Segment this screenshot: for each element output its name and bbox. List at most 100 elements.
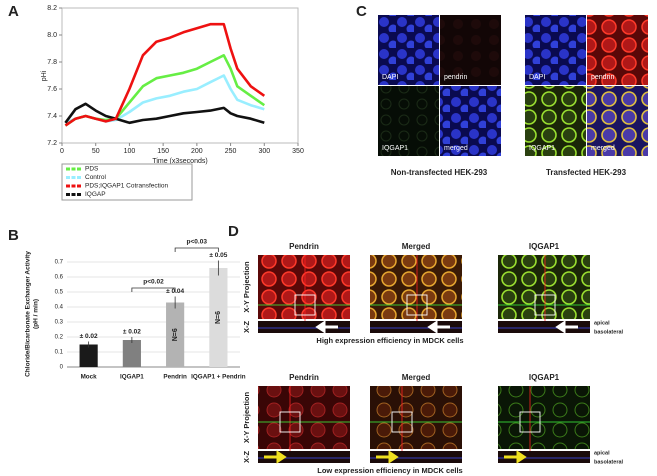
column-header: Pendrin bbox=[289, 373, 319, 382]
micrograph bbox=[498, 255, 590, 319]
channel-label: IQGAP1 bbox=[529, 145, 555, 152]
micrograph bbox=[378, 15, 439, 85]
y-tick-label: 0.5 bbox=[55, 290, 64, 296]
significance-label: p<0.03 bbox=[187, 239, 208, 246]
arrow bbox=[264, 450, 287, 464]
panel-label: B bbox=[8, 227, 19, 244]
n-label: N=6 bbox=[172, 328, 179, 341]
arrow bbox=[315, 320, 338, 334]
channel-label: merged bbox=[444, 145, 468, 152]
channel-label: merged bbox=[591, 145, 615, 152]
micrograph bbox=[258, 386, 350, 449]
side-label: X-Z bbox=[242, 451, 251, 464]
legend-box bbox=[61, 163, 193, 201]
significance-bracket bbox=[131, 287, 176, 292]
legend-label: Control bbox=[85, 174, 107, 181]
basolateral-label: basolateral bbox=[594, 329, 624, 335]
panel-label: D bbox=[228, 223, 239, 240]
bar bbox=[166, 302, 185, 367]
micrograph bbox=[258, 255, 350, 319]
channel-label: DAPI bbox=[382, 74, 398, 81]
legend-label: PDS bbox=[85, 166, 99, 173]
side-label: X-Y Projection bbox=[242, 392, 251, 444]
micrograph bbox=[370, 255, 462, 319]
micrograph bbox=[525, 15, 586, 85]
roi-box bbox=[279, 411, 301, 433]
channel-label: IQGAP1 bbox=[382, 145, 408, 152]
x-tick-label: 100 bbox=[124, 148, 136, 155]
arrow bbox=[555, 320, 578, 334]
arrow bbox=[376, 450, 399, 464]
y-tick-label: 0.7 bbox=[55, 260, 64, 266]
row-caption: High expression efficiency in MDCK cells bbox=[316, 336, 463, 345]
series-line bbox=[64, 22, 266, 127]
arrow bbox=[504, 450, 527, 464]
y-axis-label: (pH / min) bbox=[33, 299, 40, 329]
image-caption: Transfected HEK-293 bbox=[546, 168, 627, 177]
error-label: ± 0.05 bbox=[209, 252, 227, 259]
column-header: Pendrin bbox=[289, 242, 319, 251]
series-line bbox=[64, 102, 265, 125]
y-axis-label: pHi bbox=[41, 70, 48, 81]
y-tick-label: 8.0 bbox=[47, 32, 57, 39]
y-tick-label: 0.6 bbox=[55, 275, 64, 281]
xz-strip bbox=[258, 321, 350, 333]
bar bbox=[79, 344, 98, 367]
panel-label: C bbox=[356, 3, 367, 20]
micrograph bbox=[378, 86, 439, 156]
y-tick-label: 0.2 bbox=[55, 335, 64, 341]
error-label: ± 0.02 bbox=[123, 329, 141, 336]
micrograph bbox=[587, 15, 648, 85]
legend-label: IQGAP bbox=[85, 191, 106, 198]
roi-box bbox=[519, 411, 541, 433]
xz-strip bbox=[498, 321, 590, 333]
x-tick-label: 350 bbox=[292, 148, 304, 155]
x-tick-label: IQGAP1 + Pendrin bbox=[191, 374, 246, 381]
x-tick-label: IQGAP1 bbox=[120, 374, 144, 381]
column-header: Merged bbox=[402, 242, 431, 251]
significance-bracket bbox=[174, 247, 219, 252]
micrograph bbox=[440, 86, 501, 156]
x-tick-label: Pendrin bbox=[163, 374, 187, 381]
x-tick-label: 200 bbox=[191, 148, 203, 155]
column-header: IQGAP1 bbox=[529, 373, 560, 382]
micrograph bbox=[587, 86, 648, 156]
x-tick-label: 150 bbox=[157, 148, 169, 155]
significance-label: p<0.02 bbox=[143, 279, 164, 286]
xz-strip bbox=[370, 321, 462, 333]
channel-label: pendrin bbox=[444, 74, 467, 81]
apical-label: apical bbox=[594, 320, 610, 326]
image-caption: Non-transfected HEK-293 bbox=[391, 168, 488, 177]
x-tick-label: 300 bbox=[258, 148, 270, 155]
panel-label: A bbox=[8, 3, 19, 20]
x-tick-label: 250 bbox=[225, 148, 237, 155]
y-tick-label: 0.1 bbox=[55, 350, 64, 356]
side-label: X-Z bbox=[242, 321, 251, 334]
bar bbox=[122, 340, 141, 367]
basolateral-label: basolateral bbox=[594, 459, 624, 465]
micrograph bbox=[498, 386, 590, 449]
n-label: N=6 bbox=[215, 311, 222, 324]
y-tick-label: 8.2 bbox=[47, 5, 57, 12]
column-header: IQGAP1 bbox=[529, 242, 560, 251]
y-axis-label: Chloride/Bicarbonate Exchanger Activity bbox=[25, 251, 32, 377]
x-tick-label: 50 bbox=[92, 148, 100, 155]
y-tick-label: 7.4 bbox=[47, 113, 57, 120]
y-tick-label: 7.6 bbox=[47, 86, 57, 93]
micrograph bbox=[440, 15, 501, 85]
legend-label: PDS;IQGAP1 Cotransfection bbox=[85, 183, 168, 190]
x-tick-label: 0 bbox=[60, 148, 64, 155]
y-tick-label: 7.8 bbox=[47, 59, 57, 66]
roi-box bbox=[534, 294, 556, 316]
channel-label: pendrin bbox=[591, 74, 614, 81]
y-tick-label: 0.3 bbox=[55, 320, 64, 326]
bar bbox=[209, 268, 228, 367]
roi-box bbox=[391, 411, 413, 433]
column-header: Merged bbox=[402, 373, 431, 382]
micrograph bbox=[525, 86, 586, 156]
roi-box bbox=[406, 294, 428, 316]
channel-label: DAPI bbox=[529, 74, 545, 81]
x-axis-label: Time (x3seconds) bbox=[152, 158, 207, 165]
y-tick-label: 0 bbox=[60, 365, 64, 371]
side-label: X-Y Projection bbox=[242, 261, 251, 313]
